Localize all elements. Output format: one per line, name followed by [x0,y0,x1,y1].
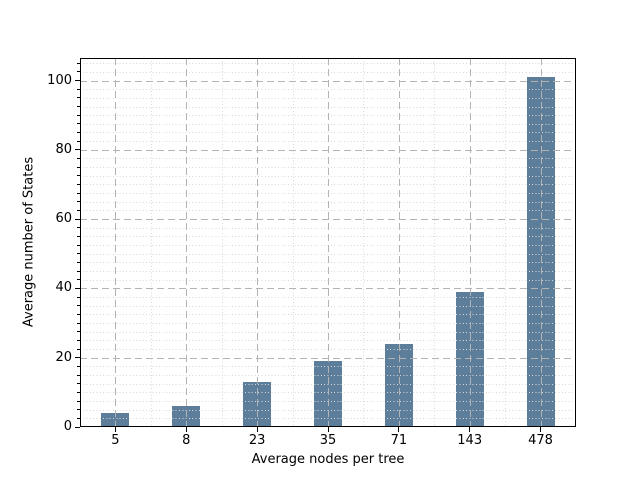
y-minor-tick [77,279,80,281]
gridline-v-minor [505,58,507,427]
x-major-tick [327,427,329,432]
y-minor-tick [77,227,80,229]
y-minor-tick [77,305,80,307]
y-minor-tick [77,97,80,99]
y-major-tick [75,149,80,151]
y-minor-tick [77,322,80,324]
y-minor-tick [77,183,80,185]
y-minor-tick [77,313,80,315]
gridline-v-minor [221,58,223,427]
y-minor-tick [77,261,80,263]
y-minor-tick [77,365,80,367]
y-tick-label: 40 [55,280,72,296]
y-tick-label: 80 [55,141,72,157]
y-minor-tick [77,71,80,73]
y-minor-tick [77,391,80,393]
y-major-tick [75,218,80,220]
x-major-tick [398,427,400,432]
y-minor-tick [77,400,80,402]
gridline-v-major [115,58,117,427]
y-major-tick [75,287,80,289]
gridline-v-major [540,58,542,427]
y-minor-tick [77,339,80,341]
y-tick-label: 0 [63,419,72,434]
y-minor-tick [77,175,80,177]
y-major-tick [75,357,80,359]
y-axis-label: Average number of States [21,156,37,328]
y-tick-label: 60 [55,211,72,227]
y-tick-label: 20 [55,349,72,365]
y-minor-tick [77,140,80,142]
x-tick-label: 143 [457,433,483,448]
x-tick-label: 478 [528,433,553,448]
x-major-tick [114,427,116,432]
y-minor-tick [77,88,80,90]
y-minor-tick [77,157,80,159]
x-tick-label: 23 [248,433,266,448]
y-minor-tick [77,166,80,168]
x-tick-label: 35 [319,433,337,448]
y-minor-tick [77,374,80,376]
y-minor-tick [77,383,80,385]
y-minor-tick [77,62,80,64]
gridline-v-major [328,58,329,427]
y-minor-tick [77,270,80,272]
x-tick-label: 5 [111,433,120,448]
gridline-v-minor [150,58,152,427]
x-major-tick [256,427,258,432]
gridline-v-major [398,58,400,427]
y-minor-tick [77,253,80,255]
x-tick-label: 8 [182,433,191,448]
y-minor-tick [77,123,80,125]
y-major-tick [75,80,80,82]
y-minor-tick [77,417,80,419]
y-major-tick [75,426,80,428]
gridline-v-minor [363,58,365,427]
y-minor-tick [77,331,80,333]
x-major-tick [540,427,542,432]
y-minor-tick [77,106,80,107]
y-tick-label: 100 [47,72,72,88]
gridline-v-minor [292,58,294,427]
x-axis-label: Average nodes per tree [251,452,405,467]
x-major-tick [469,427,471,432]
y-minor-tick [77,409,80,411]
y-minor-tick [77,348,80,350]
gridline-v-major [257,58,259,427]
gridline-v-major [186,58,188,427]
plot-area [80,58,576,427]
y-minor-tick [77,209,80,211]
x-tick-label: 71 [390,433,408,448]
y-minor-tick [77,235,80,237]
y-minor-tick [77,296,80,298]
y-minor-tick [77,131,80,133]
y-minor-tick [77,192,80,194]
gridline-v-minor [434,58,436,427]
gridline-v-major [469,58,471,427]
y-minor-tick [77,201,80,203]
y-minor-tick [77,244,80,246]
y-minor-tick [77,114,80,116]
x-major-tick [185,427,187,432]
